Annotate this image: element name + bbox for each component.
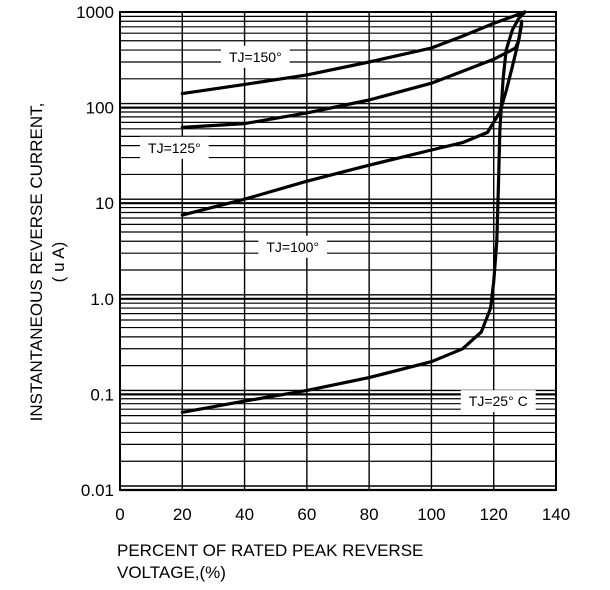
y-tick-label: 0.01 — [81, 481, 114, 500]
curve-labels: TJ=150° TJ=125° TJ=100° TJ=25° C — [140, 45, 536, 413]
y-tick-label: 100 — [86, 99, 114, 118]
x-tick-label: 60 — [297, 505, 316, 524]
x-axis-title-line1: PERCENT OF RATED PEAK REVERSE — [117, 541, 423, 560]
series-label: TJ=125° — [148, 140, 201, 156]
series-label: TJ=25° C — [469, 393, 528, 409]
series-label-background — [221, 45, 290, 68]
y-tick-label: 10 — [95, 194, 114, 213]
series-line — [180, 10, 527, 96]
x-tick-labels: 0 20 40 60 80 100 120 140 — [115, 505, 570, 524]
series-label: TJ=100° — [266, 239, 319, 255]
y-tick-label: 0.1 — [90, 385, 114, 404]
y-tick-label: 1000 — [76, 3, 114, 22]
series-line — [180, 10, 527, 414]
plot-frame — [119, 11, 557, 491]
x-tick-label: 0 — [115, 505, 124, 524]
x-axis-title-line2: VOLTAGE,(%) — [117, 563, 226, 582]
grid-major — [120, 12, 556, 492]
series-label-background — [140, 136, 209, 159]
series-line — [180, 19, 524, 217]
series-label-background — [258, 235, 328, 258]
series-label: TJ=150° — [229, 49, 282, 65]
curves — [180, 10, 527, 414]
y-axis-title-line1: INSTANTANEOUS REVERSE CURRENT, — [27, 103, 46, 422]
x-tick-label: 120 — [480, 505, 508, 524]
y-tick-labels: 1000 100 10 1.0 0.1 0.01 — [76, 3, 114, 500]
y-tick-label: 1.0 — [90, 290, 114, 309]
x-tick-label: 40 — [235, 505, 254, 524]
x-tick-label: 100 — [417, 505, 445, 524]
x-tick-label: 140 — [542, 505, 570, 524]
y-axis-title-line2: ( u A) — [49, 242, 68, 283]
series-label-background — [460, 390, 536, 413]
x-tick-label: 80 — [360, 505, 379, 524]
x-tick-label: 20 — [173, 505, 192, 524]
